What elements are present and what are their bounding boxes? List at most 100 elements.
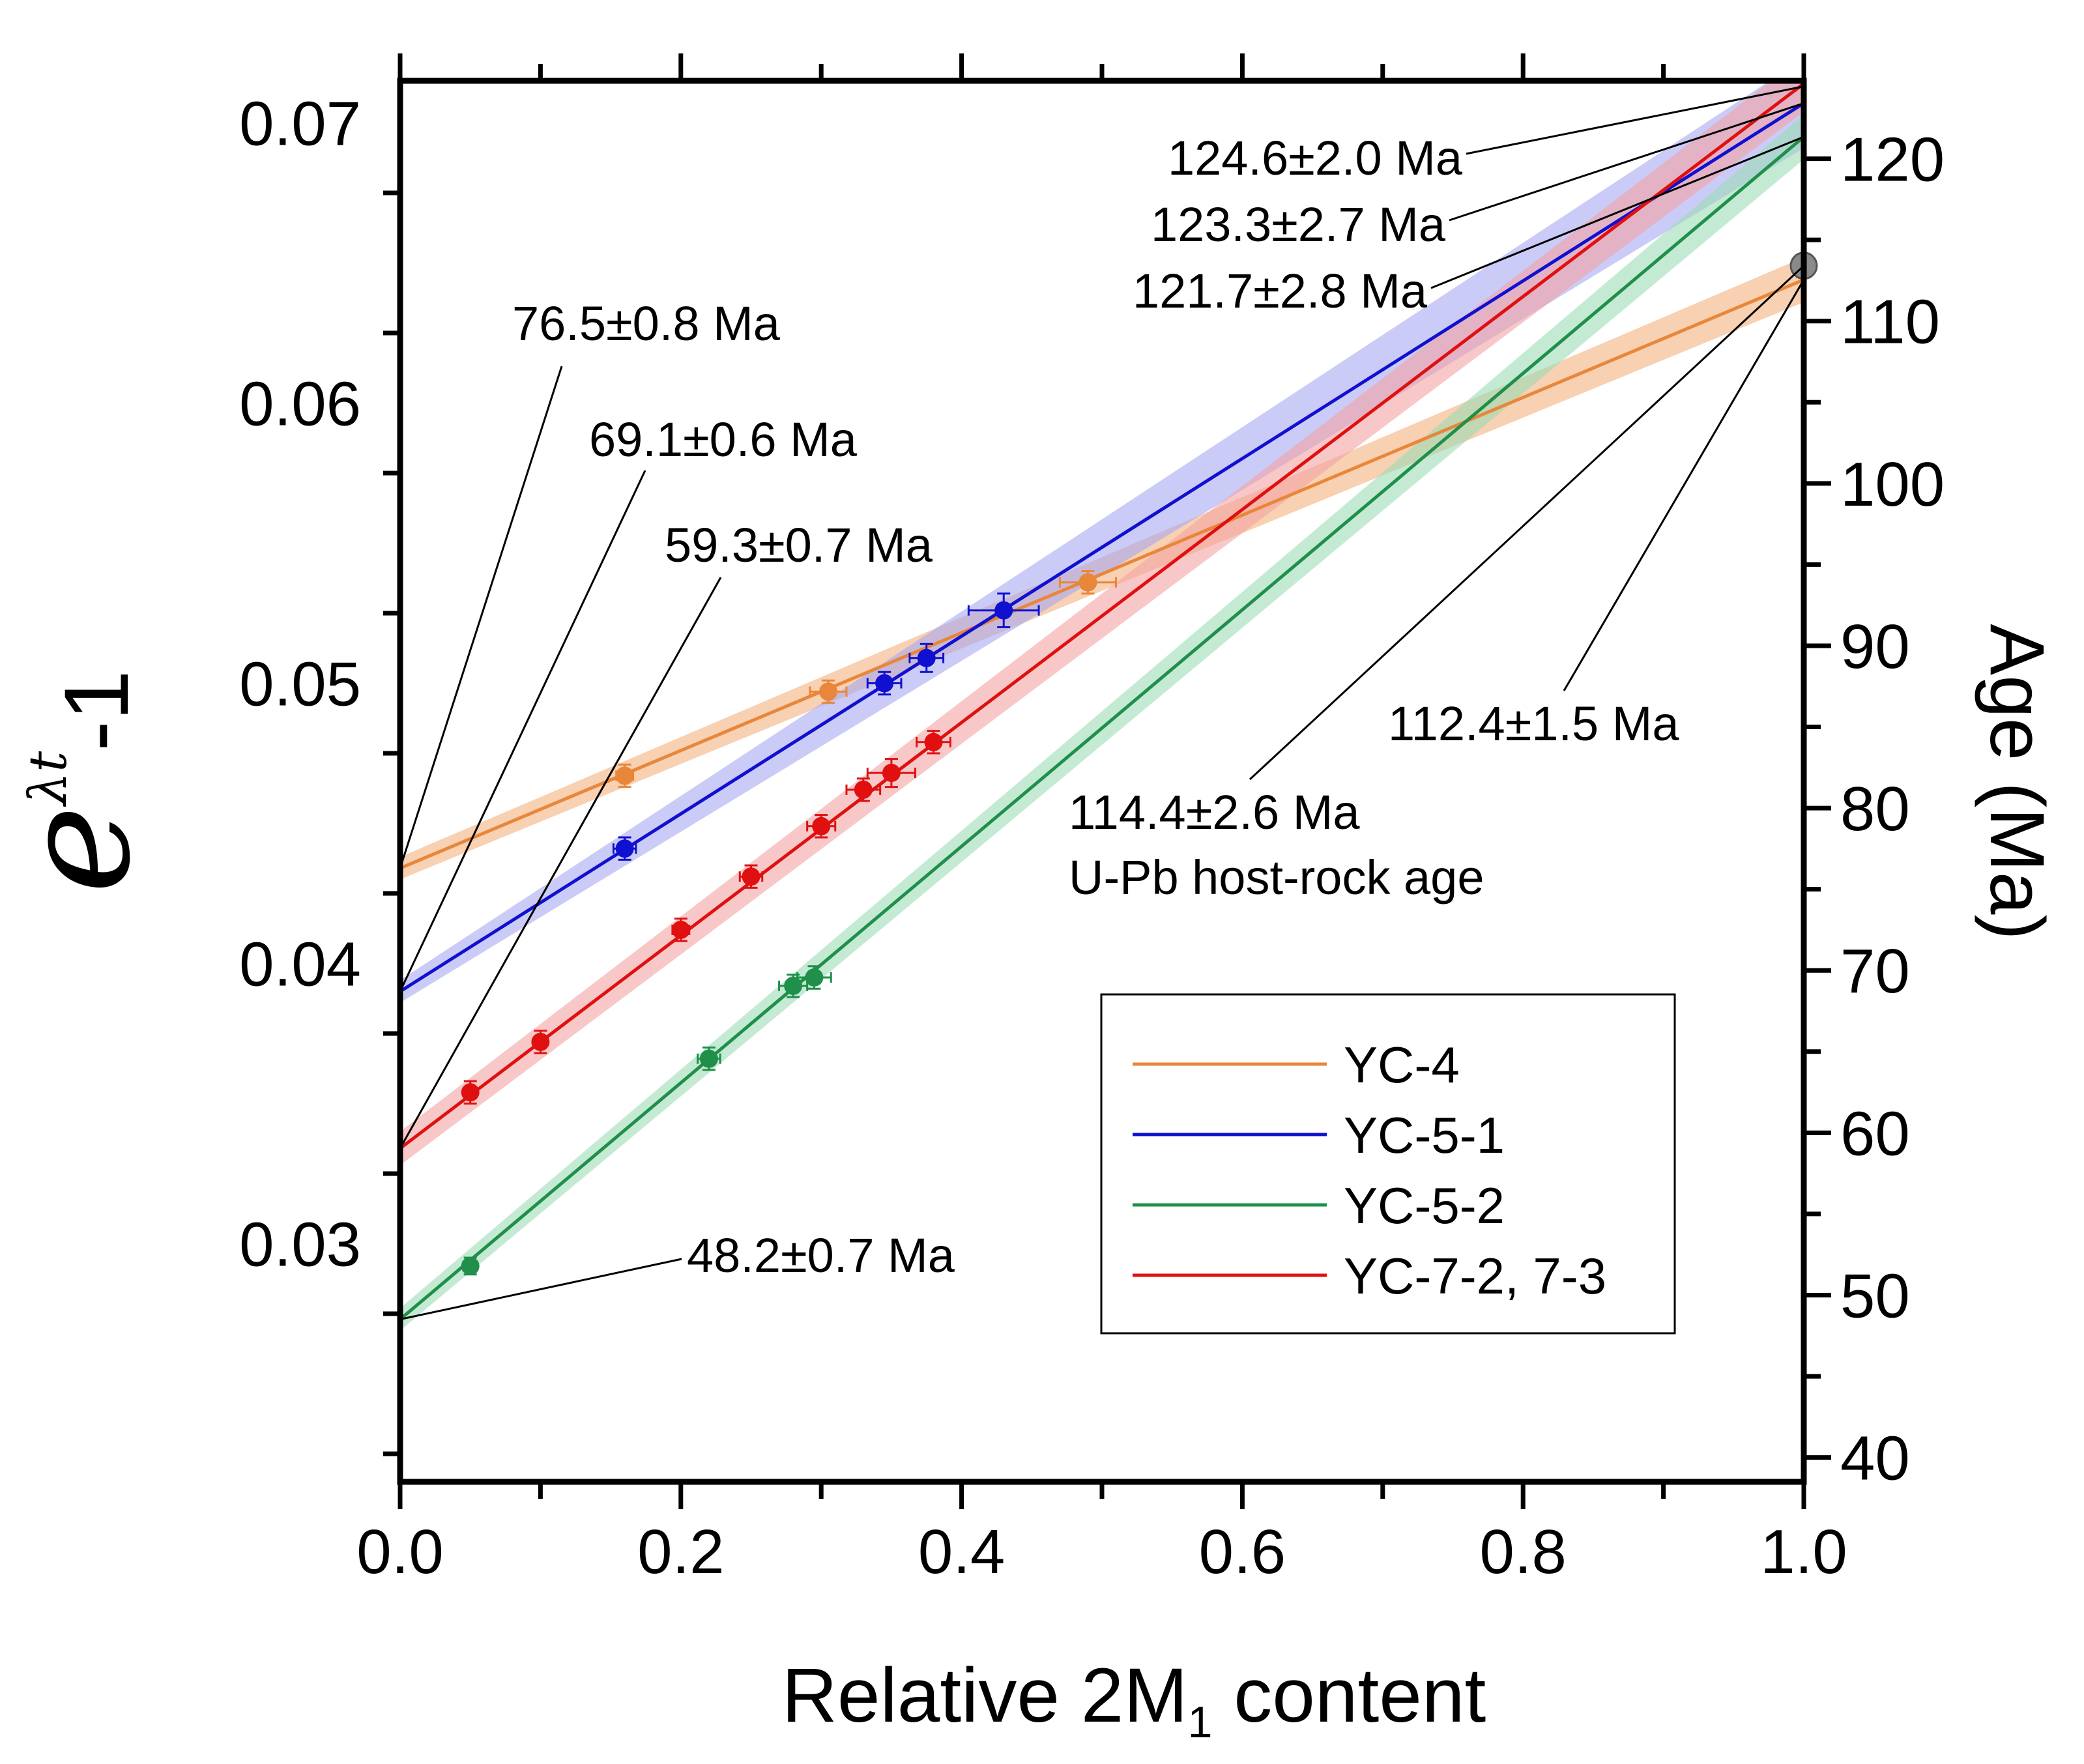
data-points xyxy=(461,252,1818,1276)
y2-tick-label-80: 80 xyxy=(1840,774,1910,844)
label-ann-114-4: 114.4±2.6 Ma xyxy=(1069,785,1360,839)
y2-tick-label-50: 50 xyxy=(1840,1261,1910,1331)
label-ann-59-3: 59.3±0.7 Ma xyxy=(665,518,933,572)
axis-ticks xyxy=(383,53,1831,1509)
y2-tick-label-40: 40 xyxy=(1840,1424,1910,1494)
point-group-yc-7-2-7-3-5 xyxy=(845,777,882,802)
point-yc-4-0 xyxy=(615,766,634,785)
label-ann-112-4: 112.4±1.5 Ma xyxy=(1388,697,1679,751)
fit-line-yc-7-2-7-3 xyxy=(400,82,1804,1150)
legend-label-yc-7-2-7-3: YC-7-2, 7-3 xyxy=(1344,1247,1606,1305)
label-ann-121-7: 121.7±2.8 Ma xyxy=(1133,264,1428,318)
point-yc-4-2 xyxy=(1078,573,1097,592)
point-group-yc-5-1-1 xyxy=(866,671,903,696)
y2-tick-label-100: 100 xyxy=(1840,450,1945,519)
x-tick-label-0-4: 0.4 xyxy=(918,1517,1005,1587)
point-yc-5-2-1 xyxy=(699,1049,718,1068)
point-yc-5-1-3 xyxy=(994,601,1013,620)
leader-ann-59-3 xyxy=(399,577,722,1149)
y2-axis-title: Age (Ma) xyxy=(1974,624,2060,940)
fit-lines xyxy=(400,82,1804,1321)
legend-label-yc-5-2: YC-5-2 xyxy=(1344,1177,1505,1234)
point-group-yc-7-2-7-3-1 xyxy=(531,1030,550,1054)
confidence-bands xyxy=(400,81,1804,1331)
y2-tick-label-70: 70 xyxy=(1840,936,1910,1006)
leader-ann-76-5 xyxy=(399,366,563,869)
y-tick-label-0-03: 0.03 xyxy=(239,1210,361,1280)
point-yc-7-2-7-3-0 xyxy=(461,1083,480,1102)
point-yc-4-1 xyxy=(818,682,837,701)
point-group-yc-7-2-7-3-2 xyxy=(671,918,691,942)
y-tick-label-0-06: 0.06 xyxy=(239,369,361,439)
x-tick-label-0-6: 0.6 xyxy=(1199,1517,1286,1587)
legend: YC-4 YC-5-1 YC-5-2 YC-7-2, 7-3 xyxy=(1100,993,1676,1335)
point-yc-5-1-1 xyxy=(875,674,894,693)
x-tick-label-1-0: 1.0 xyxy=(1760,1517,1847,1587)
point-group-yc-5-2-1 xyxy=(697,1047,721,1071)
point-yc-7-2-7-3-6 xyxy=(882,764,901,783)
point-group-yc-4-1 xyxy=(809,679,848,704)
y-axis-title-base: e xyxy=(0,805,164,894)
band-yc-7-2-7-3 xyxy=(400,81,1804,1166)
fit-line-yc-5-2 xyxy=(400,136,1804,1321)
x-tick-labels: 0.0 0.2 0.4 0.6 0.8 1.0 xyxy=(356,1517,1847,1587)
fit-line-yc-5-1 xyxy=(400,102,1804,993)
legend-label-yc-4: YC-4 xyxy=(1344,1036,1460,1093)
point-yc-7-2-7-3-5 xyxy=(854,780,873,799)
y2-tick-label-110: 110 xyxy=(1840,287,1940,357)
leader-ann-123-3 xyxy=(1449,102,1804,222)
point-yc-5-2-2 xyxy=(784,976,803,995)
x-tick-label-0-0: 0.0 xyxy=(356,1517,443,1587)
point-group-yc-4-2 xyxy=(1058,570,1118,595)
point-group-yc-7-2-7-3-3 xyxy=(738,864,764,889)
y-axis-title-suffix: -1 xyxy=(45,670,147,751)
label-ann-123-3: 123.3±2.7 Ma xyxy=(1151,197,1446,252)
svg-text:eλt-1: eλt-1 xyxy=(0,670,164,893)
point-yc-7-2-7-3-7 xyxy=(924,732,943,751)
label-ann-48-2: 48.2±0.7 Ma xyxy=(687,1228,955,1282)
y2-tick-label-60: 60 xyxy=(1840,1099,1910,1168)
leader-ann-121-7 xyxy=(1430,136,1804,289)
label-ann-124-6: 124.6±2.0 Ma xyxy=(1168,131,1463,185)
point-group-yc-7-2-7-3-7 xyxy=(916,730,951,755)
point-group-yc-5-1-2 xyxy=(908,643,945,673)
point-group-yc-5-1-0 xyxy=(612,836,637,861)
label-ann-69-1: 69.1±0.6 Ma xyxy=(589,412,858,467)
label-ann-114-4-line-1: U-Pb host-rock age xyxy=(1069,850,1484,904)
y-tick-label-0-07: 0.07 xyxy=(239,89,361,159)
point-yc-5-2-3 xyxy=(805,968,824,987)
point-yc-5-1-0 xyxy=(615,839,634,858)
point-group-yc-7-2-7-3-0 xyxy=(461,1080,480,1105)
label-ann-76-5: 76.5±0.8 Ma xyxy=(512,296,781,351)
point-yc-7-2-7-3-2 xyxy=(671,920,690,939)
y-tick-label-0-05: 0.05 xyxy=(239,650,361,719)
y2-tick-label-120: 120 xyxy=(1840,125,1945,195)
point-yc-5-2-0 xyxy=(461,1256,480,1275)
point-group-yc-5-2-0 xyxy=(461,1256,480,1276)
band-yc-5-1 xyxy=(400,81,1804,1003)
point-yc-7-2-7-3-3 xyxy=(742,867,760,886)
point-group-yc-7-2-7-3-4 xyxy=(806,814,837,839)
y-axis-title-exponent: λt xyxy=(18,751,78,807)
x-tick-label-0-8: 0.8 xyxy=(1479,1517,1566,1587)
x-tick-label-0-2: 0.2 xyxy=(637,1517,724,1587)
point-group-yc-5-1-3 xyxy=(967,592,1040,628)
fit-line-yc-4 xyxy=(400,278,1804,870)
point-group-yc-7-2-7-3-6 xyxy=(866,758,917,788)
point-yc-5-1-2 xyxy=(917,648,936,667)
band-yc-5-2 xyxy=(400,114,1804,1331)
y-axis-title: eλt-1 xyxy=(0,670,164,893)
leader-ann-112-4 xyxy=(1563,279,1805,691)
point-group-yc-5-2-3 xyxy=(796,965,832,990)
annotation-leaders xyxy=(399,85,1805,1321)
y2-tick-labels: 40 50 60 70 80 90 100 110 120 xyxy=(1840,125,1945,1494)
leader-ann-69-1 xyxy=(399,470,646,992)
leader-ann-124-6 xyxy=(1466,85,1804,155)
point-yc-7-2-7-3-1 xyxy=(531,1032,550,1051)
annotation-labels: 124.6±2.0 Ma 123.3±2.7 Ma 121.7±2.8 Ma 76.5… xyxy=(512,131,1679,1282)
leader-ann-114-4 xyxy=(1249,265,1805,781)
point-group-yc-4-0 xyxy=(615,763,635,788)
x-axis-title-prefix: Relative 2M xyxy=(782,1653,1188,1739)
